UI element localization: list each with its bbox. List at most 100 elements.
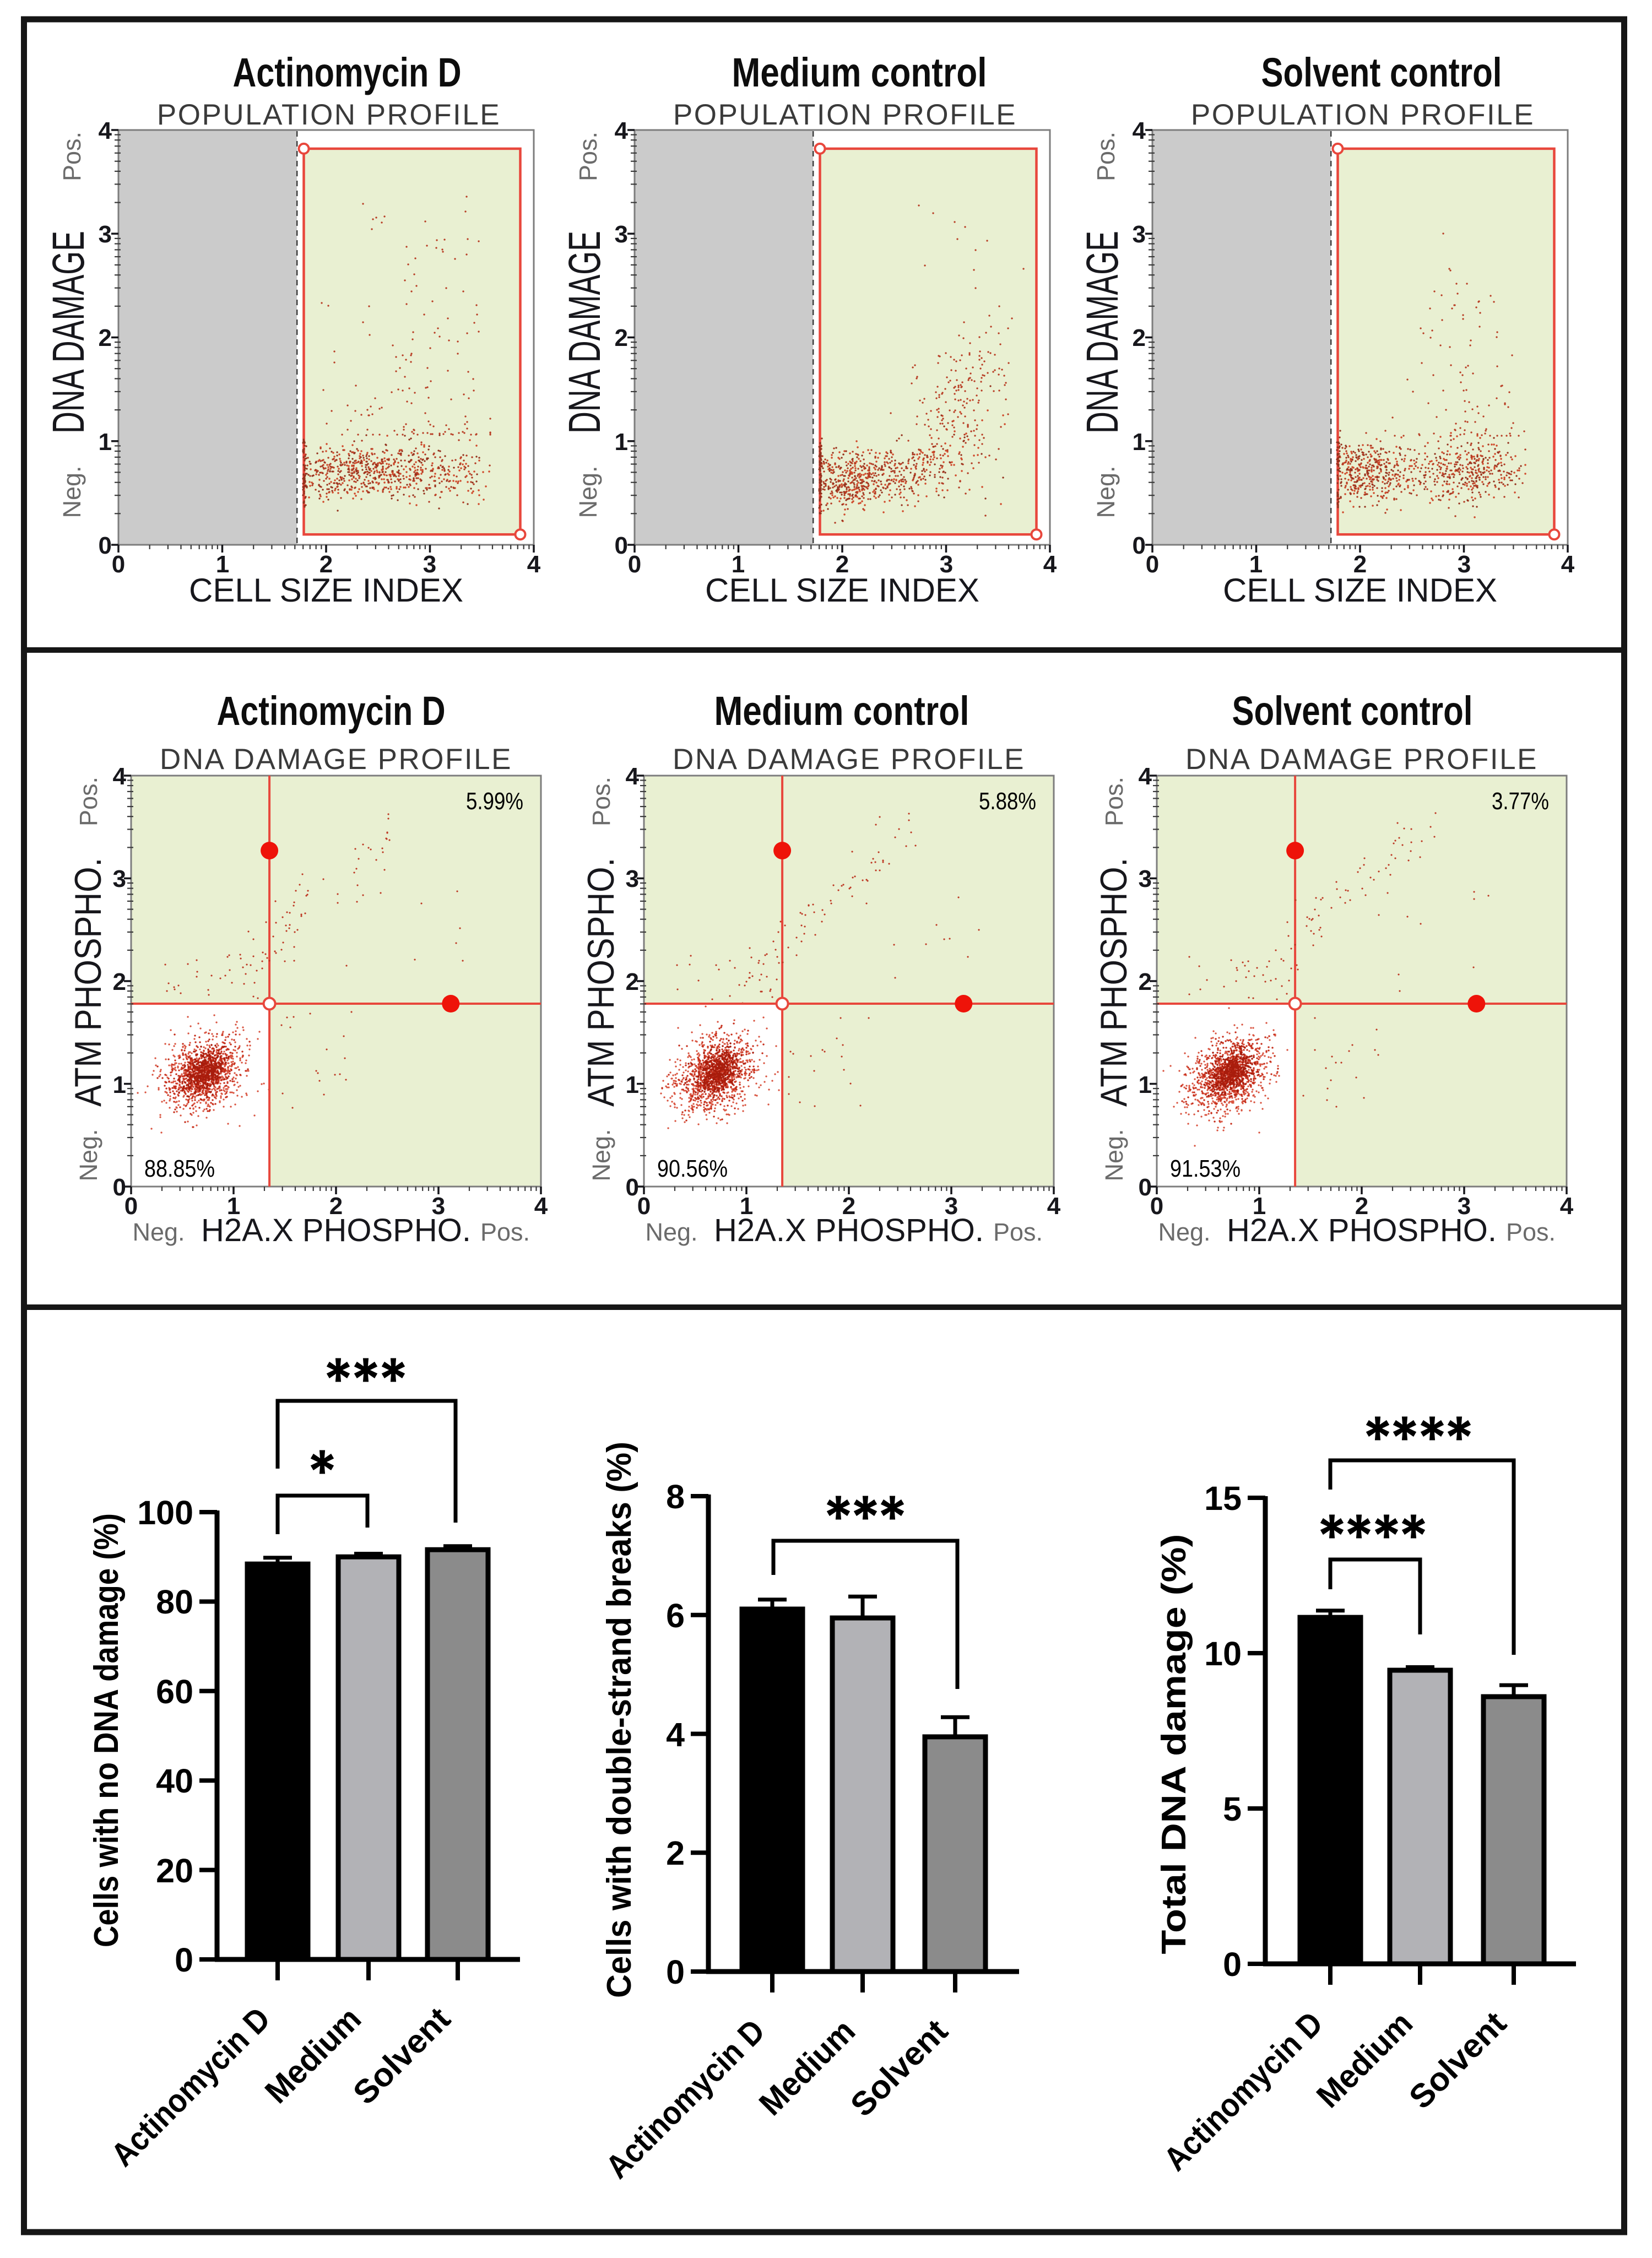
svg-text:1: 1 bbox=[99, 429, 112, 456]
svg-text:3: 3 bbox=[113, 865, 126, 892]
svg-text:4: 4 bbox=[626, 763, 640, 790]
svg-text:2: 2 bbox=[626, 968, 639, 995]
svg-text:Actinomycin D: Actinomycin D bbox=[217, 688, 446, 734]
svg-text:CELL SIZE INDEX: CELL SIZE INDEX bbox=[705, 572, 979, 609]
svg-text:3: 3 bbox=[1133, 221, 1146, 248]
svg-text:ATM PHOSPHO.: ATM PHOSPHO. bbox=[67, 858, 109, 1107]
svg-text:Pos.: Pos. bbox=[993, 1218, 1043, 1246]
svg-text:Medium control: Medium control bbox=[714, 688, 969, 734]
svg-text:2: 2 bbox=[666, 1834, 685, 1872]
svg-text:0: 0 bbox=[175, 1941, 193, 1979]
svg-text:ATM PHOSPHO.: ATM PHOSPHO. bbox=[580, 858, 622, 1107]
svg-text:Solvent control: Solvent control bbox=[1232, 688, 1473, 734]
svg-text:5.88%: 5.88% bbox=[979, 788, 1036, 815]
svg-text:2: 2 bbox=[842, 1193, 855, 1220]
svg-text:POPULATION PROFILE: POPULATION PROFILE bbox=[157, 99, 501, 131]
svg-text:3.77%: 3.77% bbox=[1492, 788, 1549, 815]
svg-text:Neg.: Neg. bbox=[74, 1129, 102, 1181]
svg-text:4: 4 bbox=[1047, 1193, 1061, 1220]
svg-text:2: 2 bbox=[329, 1193, 343, 1220]
svg-text:Pos.: Pos. bbox=[587, 777, 615, 826]
svg-text:0: 0 bbox=[1139, 1174, 1152, 1201]
svg-text:0: 0 bbox=[626, 1174, 639, 1201]
svg-text:Pos.: Pos. bbox=[1092, 132, 1120, 181]
svg-text:Pos.: Pos. bbox=[1100, 777, 1128, 826]
svg-text:Neg.: Neg. bbox=[1092, 465, 1120, 518]
svg-text:H2A.X PHOSPHO.: H2A.X PHOSPHO. bbox=[1227, 1212, 1497, 1248]
svg-text:80: 80 bbox=[156, 1583, 193, 1621]
svg-text:4: 4 bbox=[99, 117, 112, 144]
svg-text:Neg.: Neg. bbox=[645, 1218, 697, 1246]
svg-text:Neg.: Neg. bbox=[574, 465, 602, 518]
svg-text:4: 4 bbox=[1043, 551, 1057, 578]
svg-text:1: 1 bbox=[216, 551, 229, 578]
svg-text:3: 3 bbox=[626, 865, 639, 892]
svg-text:40: 40 bbox=[156, 1762, 193, 1800]
svg-text:1: 1 bbox=[740, 1193, 753, 1220]
svg-text:4: 4 bbox=[1560, 1193, 1574, 1220]
svg-text:3: 3 bbox=[1139, 865, 1152, 892]
svg-text:Neg.: Neg. bbox=[587, 1129, 615, 1181]
svg-text:POPULATION PROFILE: POPULATION PROFILE bbox=[1191, 99, 1535, 131]
svg-text:ATM PHOSPHO.: ATM PHOSPHO. bbox=[1093, 858, 1135, 1107]
svg-text:3: 3 bbox=[1458, 551, 1471, 578]
svg-text:60: 60 bbox=[156, 1673, 193, 1710]
svg-text:1: 1 bbox=[1249, 551, 1263, 578]
svg-text:2: 2 bbox=[1355, 1193, 1368, 1220]
svg-text:0: 0 bbox=[666, 1953, 685, 1991]
svg-text:0: 0 bbox=[124, 1193, 138, 1220]
svg-text:H2A.X PHOSPHO.: H2A.X PHOSPHO. bbox=[201, 1212, 471, 1248]
svg-text:Pos.: Pos. bbox=[574, 132, 602, 181]
svg-text:Pos.: Pos. bbox=[480, 1218, 530, 1246]
svg-text:3: 3 bbox=[432, 1193, 445, 1220]
svg-text:88.85%: 88.85% bbox=[144, 1155, 215, 1182]
svg-text:1: 1 bbox=[1133, 429, 1146, 456]
svg-text:2: 2 bbox=[319, 551, 333, 578]
svg-text:Cells with double-strand break: Cells with double-strand breaks (%) bbox=[600, 1442, 638, 1998]
svg-text:DNA DAMAGE: DNA DAMAGE bbox=[44, 231, 94, 434]
svg-text:0: 0 bbox=[99, 532, 112, 559]
svg-text:4: 4 bbox=[1139, 763, 1152, 790]
svg-text:0: 0 bbox=[113, 1174, 126, 1201]
svg-text:Neg.: Neg. bbox=[1158, 1218, 1210, 1246]
svg-text:100: 100 bbox=[137, 1494, 193, 1531]
svg-text:1: 1 bbox=[1139, 1071, 1152, 1098]
svg-text:CELL SIZE INDEX: CELL SIZE INDEX bbox=[189, 572, 463, 609]
svg-text:91.53%: 91.53% bbox=[1170, 1155, 1241, 1182]
svg-text:10: 10 bbox=[1204, 1635, 1242, 1672]
svg-text:Cells with no DNA damage (%): Cells with no DNA damage (%) bbox=[88, 1513, 126, 1947]
svg-text:3: 3 bbox=[99, 221, 112, 248]
svg-text:1: 1 bbox=[113, 1071, 126, 1098]
svg-text:2: 2 bbox=[1353, 551, 1367, 578]
svg-text:4: 4 bbox=[615, 117, 629, 144]
svg-text:2: 2 bbox=[836, 551, 849, 578]
svg-text:15: 15 bbox=[1204, 1480, 1242, 1517]
svg-text:3: 3 bbox=[940, 551, 953, 578]
svg-text:Pos.: Pos. bbox=[74, 777, 102, 826]
svg-text:1: 1 bbox=[615, 429, 628, 456]
svg-text:6: 6 bbox=[666, 1597, 685, 1634]
svg-text:4: 4 bbox=[666, 1716, 685, 1753]
svg-text:2: 2 bbox=[1139, 968, 1152, 995]
svg-text:CELL SIZE INDEX: CELL SIZE INDEX bbox=[1223, 572, 1497, 609]
svg-text:POPULATION PROFILE: POPULATION PROFILE bbox=[673, 99, 1017, 131]
svg-text:1: 1 bbox=[1253, 1193, 1266, 1220]
svg-text:1: 1 bbox=[227, 1193, 240, 1220]
svg-text:Total DNA damage (%): Total DNA damage (%) bbox=[1155, 1534, 1193, 1954]
svg-text:4: 4 bbox=[1561, 551, 1575, 578]
svg-text:Neg.: Neg. bbox=[1100, 1129, 1128, 1181]
svg-text:DNA DAMAGE: DNA DAMAGE bbox=[1077, 231, 1128, 434]
svg-text:0: 0 bbox=[1223, 1946, 1242, 1983]
svg-text:Medium control: Medium control bbox=[732, 50, 987, 95]
svg-text:8: 8 bbox=[666, 1478, 685, 1515]
svg-text:0: 0 bbox=[628, 551, 641, 578]
svg-text:5: 5 bbox=[1223, 1790, 1242, 1828]
svg-text:4: 4 bbox=[1133, 117, 1146, 144]
svg-text:2: 2 bbox=[615, 324, 628, 351]
svg-text:Neg.: Neg. bbox=[58, 465, 86, 518]
svg-text:20: 20 bbox=[156, 1852, 193, 1889]
svg-text:3: 3 bbox=[423, 551, 436, 578]
svg-text:Pos.: Pos. bbox=[1506, 1218, 1556, 1246]
svg-text:1: 1 bbox=[626, 1071, 639, 1098]
svg-text:0: 0 bbox=[615, 532, 628, 559]
